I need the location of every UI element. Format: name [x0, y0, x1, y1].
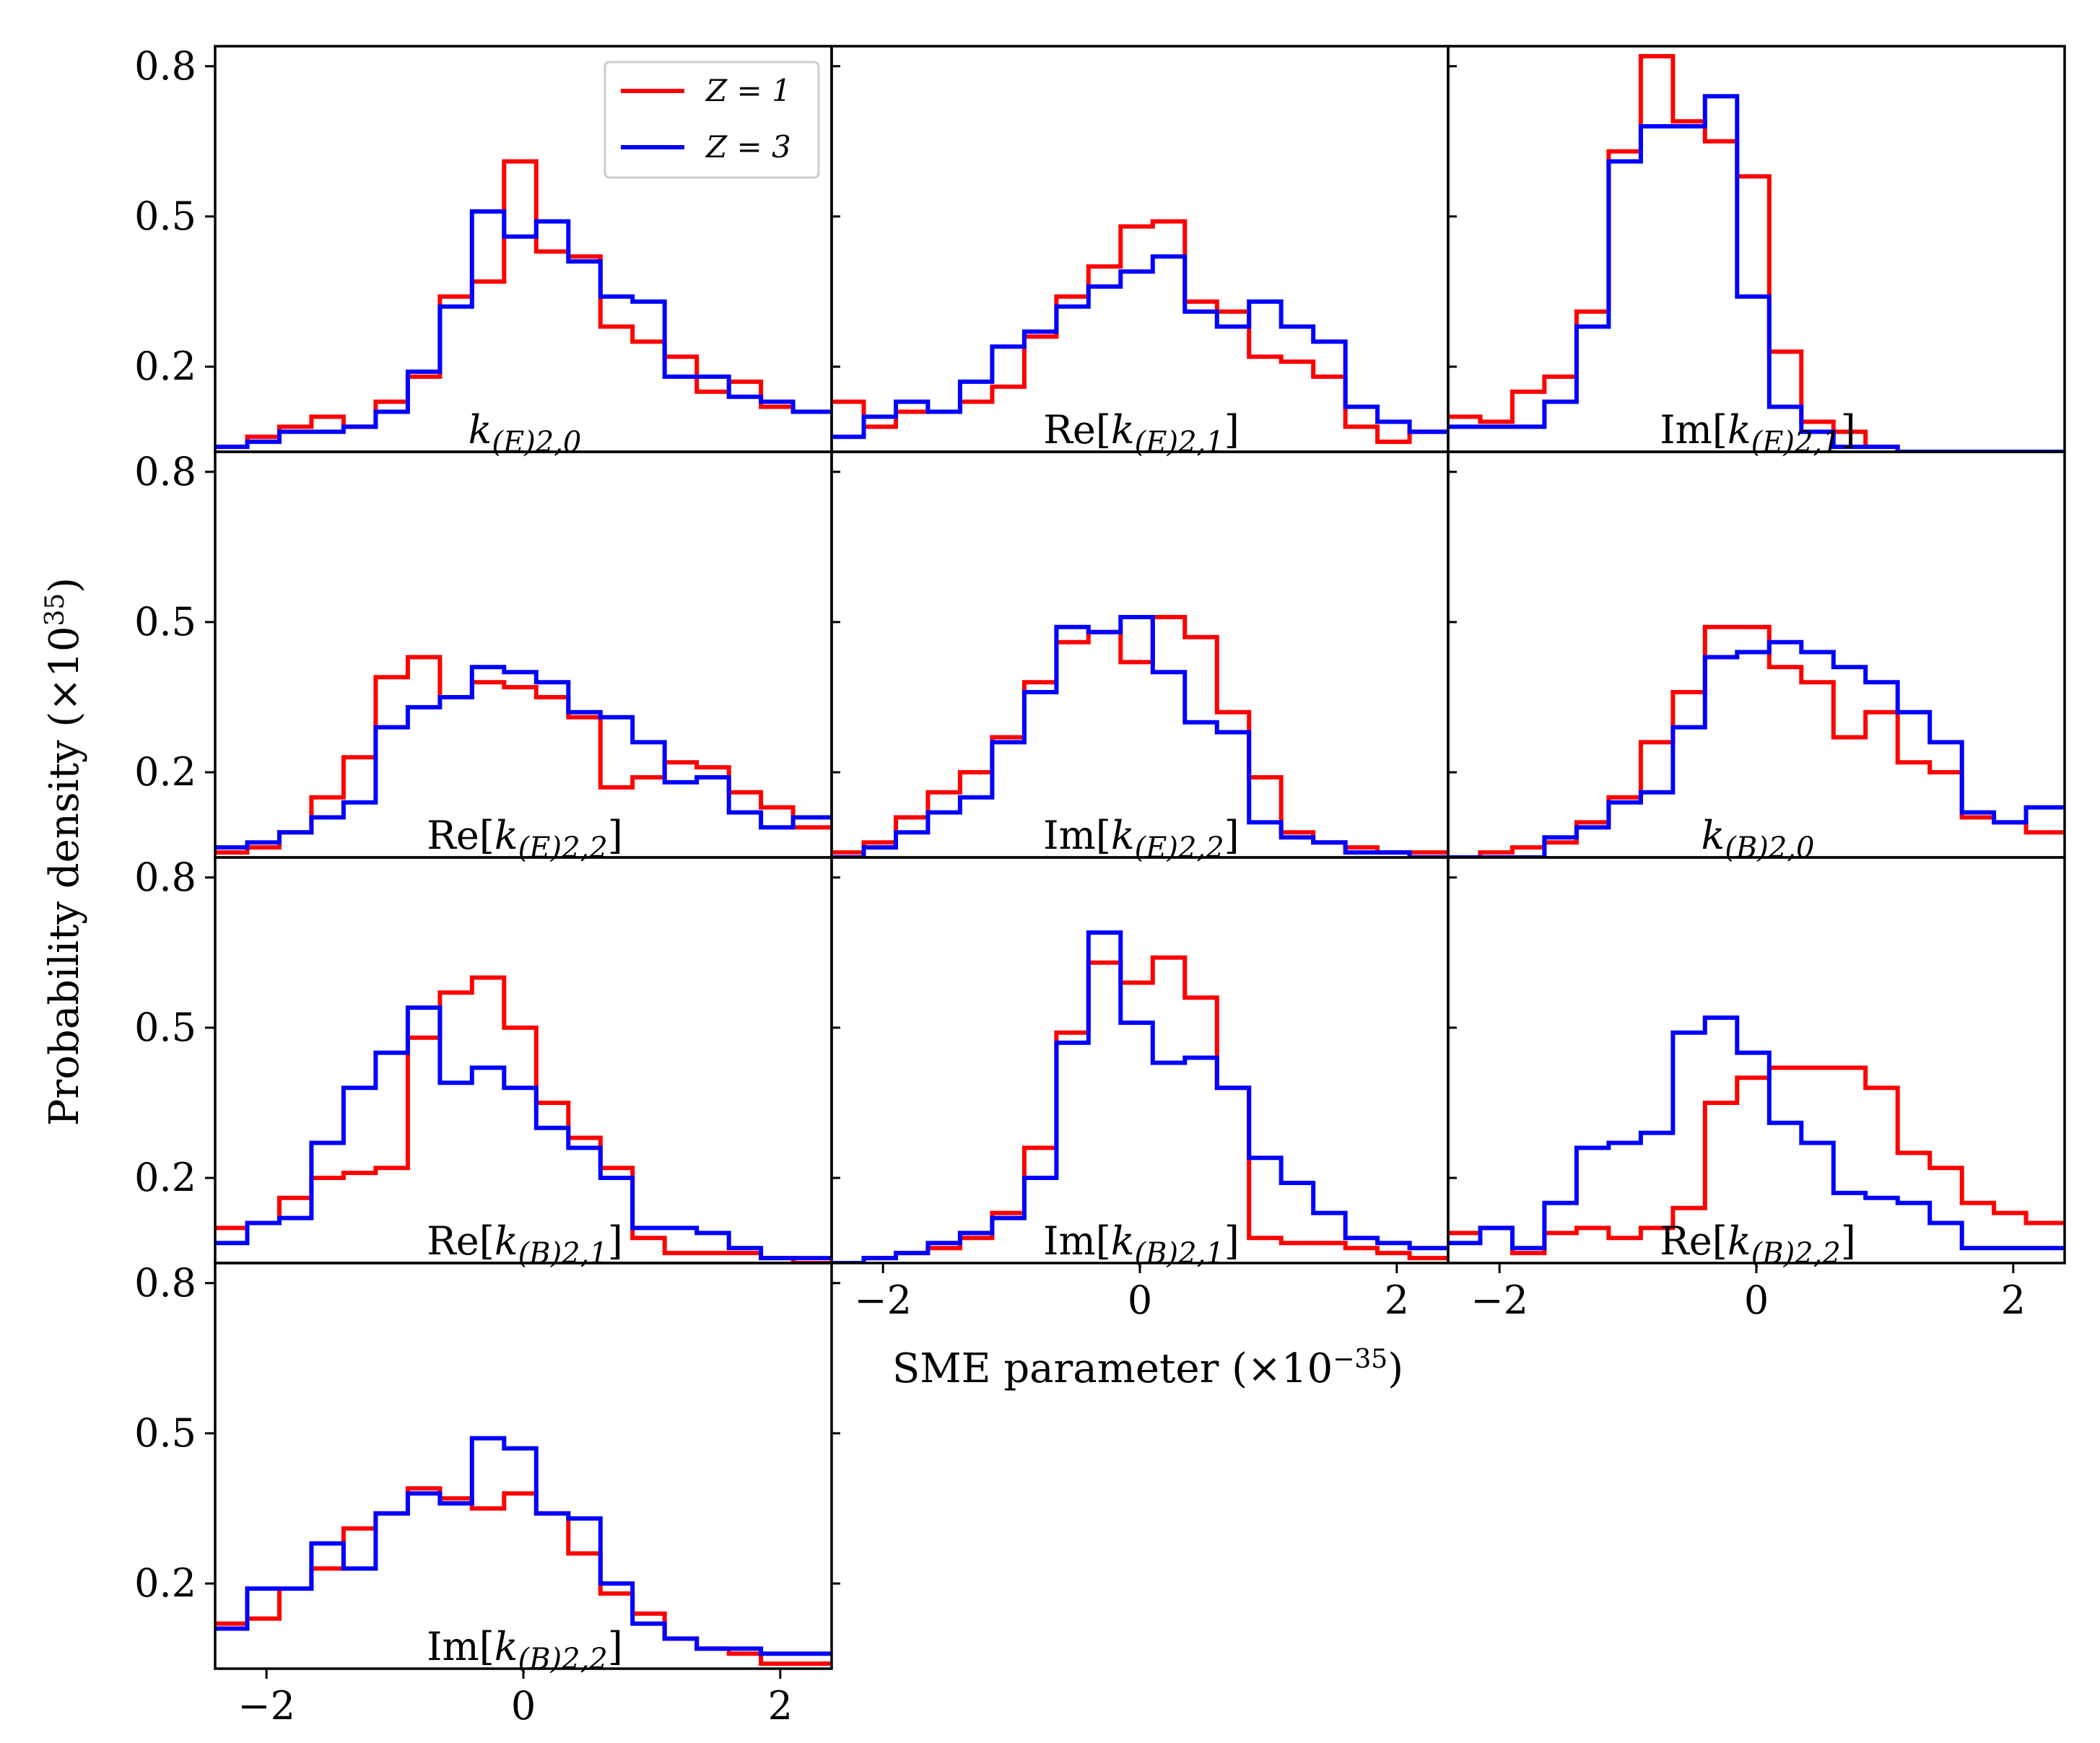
y-tick-label: 0.8	[134, 1260, 196, 1306]
panel-8: −2 0 2 Im[k(B)2,1]	[830, 856, 1457, 1323]
panel-label-2: Re[k(E)2,1]	[1043, 407, 1239, 459]
y-tick-label: 0.5	[134, 599, 196, 645]
panel-10-frame	[214, 1262, 833, 1670]
panel-2-frame	[830, 45, 1450, 453]
y-tick-label: 0.5	[134, 193, 196, 239]
panel-1: 0.2 0.5 0.8 k(E)2,0 Z = 1 Z = 3	[134, 43, 840, 459]
panel-5-hist-z1	[832, 615, 1448, 855]
legend-label-z3: Z = 3	[705, 129, 791, 165]
panel-5-frame	[830, 450, 1450, 859]
panel-2-hist-z3	[832, 254, 1448, 440]
x-tick-label: −2	[238, 1683, 295, 1729]
panel-label-9: Re[k(B)2,2]	[1660, 1218, 1856, 1270]
legend: Z = 1 Z = 3	[604, 61, 820, 179]
panel-7: 0.2 0.5 0.8 Re[k(B)2,1]	[134, 855, 840, 1270]
panel-8-frame	[830, 856, 1450, 1264]
panel-label-1: k(E)2,0	[469, 407, 582, 459]
y-axis-title-close: )	[41, 577, 88, 593]
x-axis-title: SME parameter (×10−35)	[892, 1345, 1403, 1393]
panel-5-hist-z3	[832, 615, 1448, 857]
panel-label-10: Im[k(B)2,2]	[427, 1624, 623, 1676]
panel-3-hist-z1	[1448, 53, 2065, 452]
panel-7-frame	[214, 856, 833, 1264]
y-tick-label: 0.5	[134, 1005, 196, 1050]
panel-label-6: k(B)2,0	[1702, 813, 1815, 865]
panel-2: Re[k(E)2,1]	[830, 45, 1457, 459]
panel-9-hist-z3	[1448, 1015, 2065, 1251]
panel-10-hist-z3	[215, 1436, 832, 1656]
y-tick-label: 0.8	[134, 855, 196, 900]
panel-3-hist-z3	[1448, 94, 2065, 452]
legend-label-z1: Z = 1	[705, 73, 791, 108]
x-tick-label: 0	[511, 1683, 536, 1729]
x-tick-label: −2	[854, 1277, 912, 1323]
panel-label-3: Im[k(E)2,1]	[1660, 407, 1855, 459]
x-tick-label: 2	[2001, 1277, 2026, 1323]
panel-label-7: Re[k(B)2,1]	[427, 1218, 623, 1270]
y-tick-label: 0.2	[134, 749, 196, 795]
x-axis-title-close: )	[1387, 1345, 1403, 1392]
x-tick-label: 2	[1385, 1277, 1409, 1323]
panel-10-hist-z1	[215, 1486, 832, 1666]
panel-4-hist-z3	[215, 665, 832, 850]
panel-4-frame	[214, 450, 833, 859]
panel-9: −2 0 2 Re[k(B)2,2]	[1447, 856, 2066, 1323]
x-axis-title-exponent: −35	[1333, 1345, 1387, 1374]
y-tick-label: 0.8	[134, 449, 196, 494]
y-tick-label: 0.5	[134, 1410, 196, 1456]
panel-6-hist-z1	[1448, 624, 2065, 857]
panel-5: Im[k(E)2,2]	[830, 450, 1457, 865]
panel-3: Im[k(E)2,1]	[1447, 45, 2066, 459]
panel-label-4: Re[k(E)2,2]	[427, 813, 623, 865]
x-tick-label: 0	[1128, 1277, 1152, 1323]
panel-10: 0.2 0.5 0.8 −2 0 2 Im[k(B)2,2]	[134, 1260, 840, 1729]
panel-1-hist-z3	[215, 209, 832, 450]
panel-7-hist-z3	[215, 1005, 832, 1261]
x-tick-label: −2	[1471, 1277, 1528, 1323]
y-tick-label: 0.8	[134, 43, 196, 89]
panel-6-frame	[1447, 450, 2066, 859]
x-tick-label: 2	[768, 1683, 793, 1729]
y-axis-title: Probability density (×1035)	[40, 577, 89, 1126]
panel-6-hist-z3	[1448, 639, 2065, 857]
panel-1-hist-z1	[215, 159, 832, 450]
panel-label-8: Im[k(B)2,1]	[1043, 1218, 1239, 1270]
y-tick-label: 0.2	[134, 344, 196, 389]
panel-8-hist-z3	[832, 930, 1448, 1263]
panels-layer: 0.2 0.5 0.8 k(E)2,0 Z = 1 Z = 3 Re[k(E)2,1] Im[…	[134, 43, 2066, 1729]
y-axis-title-exponent: 35	[40, 593, 70, 626]
panel-4: 0.2 0.5 0.8 Re[k(E)2,2]	[134, 449, 840, 865]
x-tick-label: 0	[1744, 1277, 1769, 1323]
panel-7-hist-z1	[215, 975, 832, 1263]
y-tick-label: 0.2	[134, 1560, 196, 1606]
panel-8-hist-z1	[832, 955, 1448, 1263]
panel-9-hist-z1	[1448, 1065, 2065, 1256]
panel-label-5: Im[k(E)2,2]	[1043, 813, 1239, 865]
y-tick-label: 0.2	[134, 1155, 196, 1200]
panel-4-hist-z1	[215, 655, 832, 855]
panel-6: k(B)2,0	[1447, 450, 2066, 865]
